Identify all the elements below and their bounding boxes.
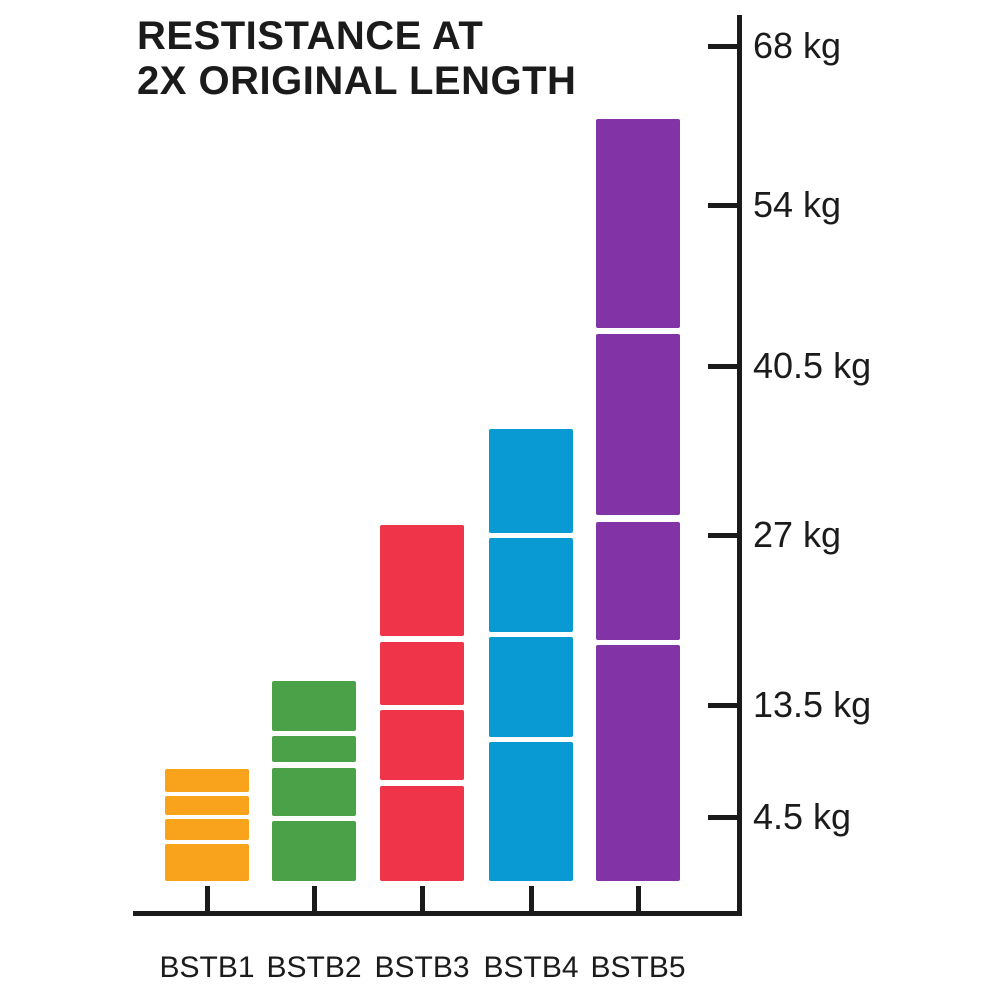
y-axis-tick-27	[708, 533, 737, 538]
y-axis-label-27: 27 kg	[753, 514, 842, 555]
chart-title-line2: 2X ORIGINAL LENGTH	[137, 59, 577, 103]
y-axis-tick-68	[708, 44, 737, 49]
bar-segment-bstb1-3	[165, 819, 249, 840]
bar-segment-bstb1-2	[165, 796, 249, 815]
bar-segment-bstb4-3	[489, 637, 573, 737]
y-axis-tick-13.5	[708, 703, 737, 708]
x-axis-tick-bstb4	[529, 886, 534, 911]
y-axis-tick-40.5	[708, 364, 737, 369]
y-axis-tick-4.5	[708, 815, 737, 820]
x-axis-label-bstb1: BSTB1	[159, 951, 255, 984]
x-axis-label-bstb2: BSTB2	[266, 951, 362, 984]
x-axis-label-bstb3: BSTB3	[374, 951, 470, 984]
x-axis-label-bstb5: BSTB5	[590, 951, 686, 984]
x-axis-tick-bstb3	[420, 886, 425, 911]
bar-segment-bstb5-4	[596, 645, 680, 881]
y-axis-label-13.5: 13.5 kg	[753, 684, 872, 725]
bar-segment-bstb2-4	[272, 821, 356, 881]
y-axis-label-4.5: 4.5 kg	[753, 796, 852, 837]
bar-segment-bstb1-4	[165, 844, 249, 881]
y-axis-label-54: 54 kg	[753, 184, 842, 225]
bar-segment-bstb2-2	[272, 736, 356, 762]
chart-title-line1: RESTISTANCE AT	[137, 14, 484, 58]
bar-segment-bstb5-3	[596, 522, 680, 640]
bar-segment-bstb2-3	[272, 768, 356, 816]
bar-segment-bstb2-1	[272, 681, 356, 731]
x-axis-label-bstb4: BSTB4	[483, 951, 579, 984]
x-axis-tick-bstb2	[312, 886, 317, 911]
bar-segment-bstb3-2	[380, 642, 464, 705]
x-axis-tick-bstb1	[205, 886, 210, 911]
bar-segment-bstb5-1	[596, 119, 680, 328]
bar-segment-bstb3-3	[380, 710, 464, 780]
bar-segment-bstb4-2	[489, 538, 573, 632]
y-axis-label-68: 68 kg	[753, 25, 842, 66]
bar-segment-bstb1-1	[165, 769, 249, 792]
bar-segment-bstb4-1	[489, 429, 573, 533]
bar-segment-bstb3-1	[380, 525, 464, 636]
bar-segment-bstb4-4	[489, 742, 573, 881]
y-axis-line	[737, 15, 742, 916]
y-axis-label-40.5: 40.5 kg	[753, 345, 872, 386]
y-axis-tick-54	[708, 203, 737, 208]
x-axis-line	[133, 911, 742, 916]
x-axis-tick-bstb5	[636, 886, 641, 911]
bar-segment-bstb3-4	[380, 786, 464, 881]
bar-segment-bstb5-2	[596, 334, 680, 515]
chart-title: RESTISTANCE AT 2X ORIGINAL LENGTH	[137, 14, 576, 104]
